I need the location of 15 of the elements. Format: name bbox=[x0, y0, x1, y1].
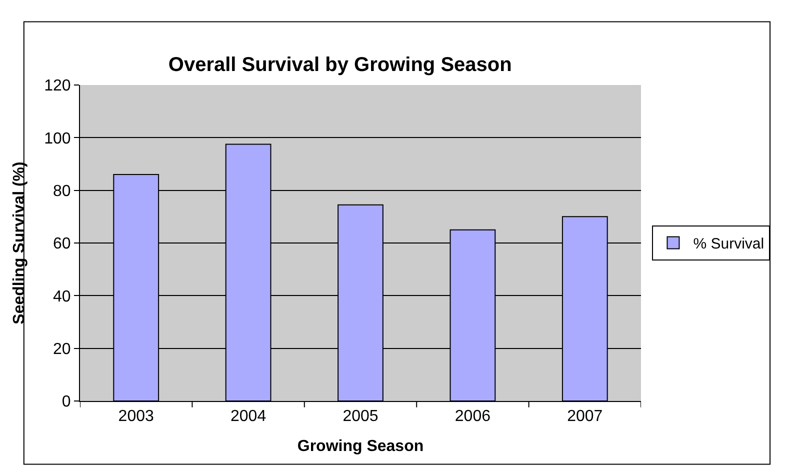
y-tick-label: 20 bbox=[53, 340, 71, 358]
x-tick-label: 2005 bbox=[342, 408, 378, 426]
x-tick-label: 2007 bbox=[567, 408, 603, 426]
y-tick-label: 80 bbox=[53, 182, 71, 200]
y-tick-label: 100 bbox=[44, 130, 71, 148]
x-tick-label: 2004 bbox=[230, 408, 266, 426]
x-axis-title: Growing Season bbox=[297, 438, 424, 455]
y-tick-label: 60 bbox=[53, 236, 71, 253]
chart-title: Overall Survival by Growing Season bbox=[168, 54, 512, 76]
y-tick-label: 0 bbox=[62, 394, 71, 411]
x-tick-label: 2006 bbox=[454, 408, 491, 426]
legend-label: % Survival bbox=[693, 236, 764, 253]
x-tick-label: 2003 bbox=[118, 408, 154, 426]
y-tick-label: 120 bbox=[44, 78, 71, 95]
y-tick-label: 40 bbox=[53, 288, 71, 306]
